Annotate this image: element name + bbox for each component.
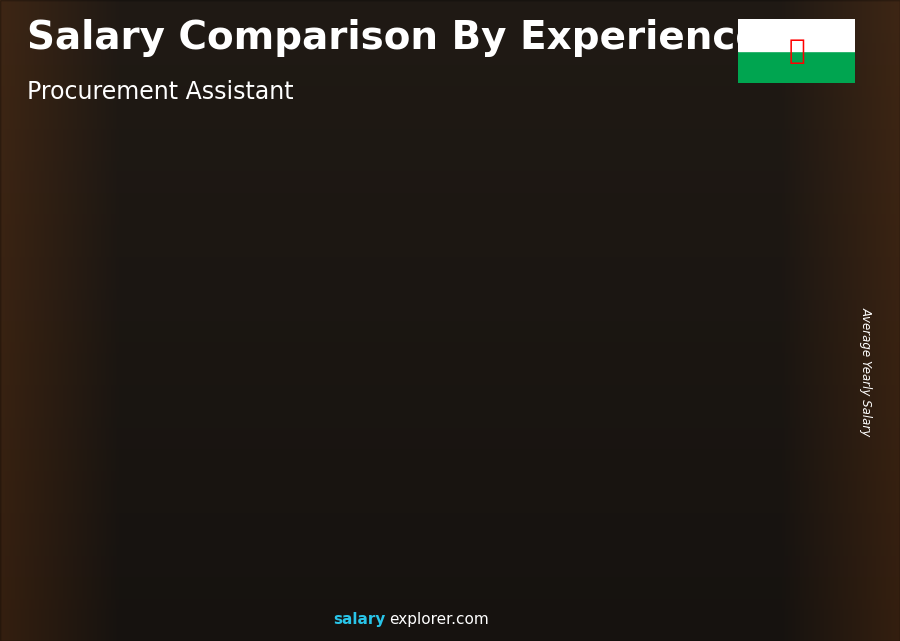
Text: 68,600 GBP: 68,600 GBP <box>764 221 842 235</box>
Text: +9%: +9% <box>669 184 715 202</box>
Text: +38%: +38% <box>134 343 193 361</box>
Text: 24,900 GBP: 24,900 GBP <box>60 423 138 436</box>
Text: 62,900 GBP: 62,900 GBP <box>606 247 684 261</box>
Bar <box>188 399 270 558</box>
Bar <box>447 283 457 558</box>
Text: 59,600 GBP: 59,600 GBP <box>487 263 564 276</box>
Bar <box>453 283 535 558</box>
Bar <box>712 241 722 558</box>
Bar <box>738 19 855 51</box>
FancyArrowPatch shape <box>248 269 324 400</box>
Bar <box>716 241 798 558</box>
Text: Average Yearly Salary: Average Yearly Salary <box>860 307 872 437</box>
FancyArrowPatch shape <box>640 150 720 279</box>
Text: 🐉: 🐉 <box>788 37 805 65</box>
Text: salary: salary <box>333 612 385 627</box>
Bar <box>585 267 667 558</box>
Bar <box>580 267 590 558</box>
Bar <box>51 443 61 558</box>
Text: 34,400 GBP: 34,400 GBP <box>223 379 301 392</box>
Text: 48,900 GBP: 48,900 GBP <box>325 312 402 325</box>
Text: +6%: +6% <box>536 215 582 233</box>
Text: +22%: +22% <box>399 249 456 267</box>
FancyArrowPatch shape <box>501 169 589 292</box>
FancyArrowPatch shape <box>122 320 192 453</box>
Bar <box>57 443 139 558</box>
Bar <box>316 332 326 558</box>
Text: Salary Comparison By Experience: Salary Comparison By Experience <box>27 19 761 57</box>
Bar <box>320 332 402 558</box>
Bar <box>184 399 194 558</box>
Text: explorer.com: explorer.com <box>389 612 489 627</box>
Text: +42%: +42% <box>266 297 325 315</box>
FancyArrowPatch shape <box>388 208 456 341</box>
Text: Procurement Assistant: Procurement Assistant <box>27 80 293 104</box>
Bar <box>738 51 855 83</box>
